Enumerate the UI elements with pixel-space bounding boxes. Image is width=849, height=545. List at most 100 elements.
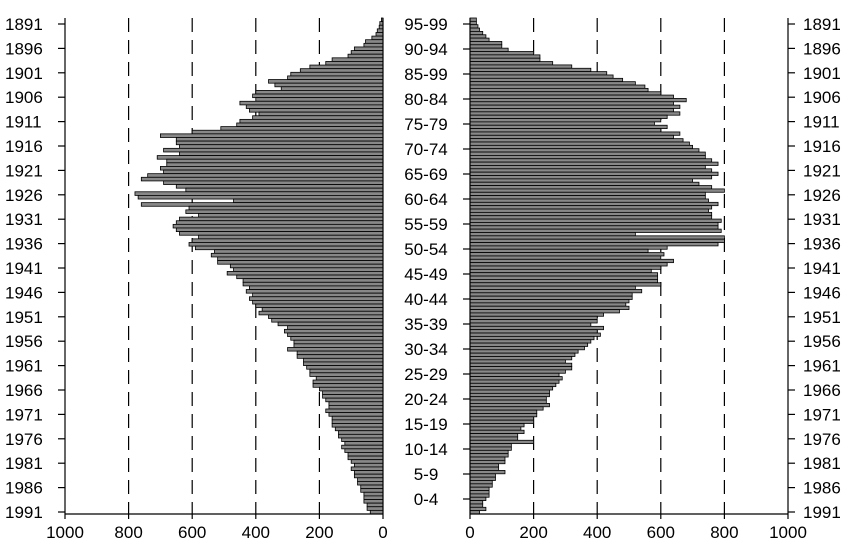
- left-year-label: 1991: [5, 503, 43, 522]
- right-value-axis: 0 200 400 600 800 1000: [465, 18, 807, 542]
- right-year-label: 1896: [803, 39, 841, 58]
- right-bar: [469, 503, 484, 508]
- left-bar: [252, 93, 384, 99]
- right-bar: [469, 265, 662, 270]
- right-bar: [469, 456, 506, 461]
- left-bar: [252, 115, 384, 120]
- right-tick-label: 800: [710, 523, 738, 542]
- right-bar: [469, 366, 573, 371]
- left-bar: [347, 452, 384, 457]
- left-bar: [245, 104, 384, 109]
- right-bar: [469, 195, 706, 200]
- age-group-label: 85-99: [404, 65, 447, 84]
- left-bar: [287, 75, 384, 80]
- left-bar: [134, 191, 384, 196]
- left-bar: [175, 140, 384, 146]
- right-bar: [469, 134, 674, 140]
- left-bar: [233, 267, 384, 272]
- left-bar: [341, 437, 384, 442]
- right-bar: [469, 359, 566, 364]
- age-group-label: 45-49: [404, 265, 447, 284]
- left-bar: [159, 133, 384, 138]
- left-bars: [134, 17, 384, 515]
- left-tick-label: 0: [378, 523, 387, 542]
- right-bar: [469, 459, 506, 465]
- right-bar: [469, 211, 713, 217]
- right-bar: [469, 168, 713, 173]
- right-bar: [469, 215, 713, 220]
- left-bar: [194, 245, 384, 251]
- left-bar: [166, 162, 384, 167]
- right-bar: [469, 315, 598, 321]
- right-year-label: 1941: [803, 259, 841, 278]
- right-bar: [469, 282, 662, 287]
- left-bar: [140, 202, 384, 207]
- left-bar: [252, 299, 384, 305]
- left-bar: [261, 307, 384, 312]
- left-bar: [322, 390, 384, 395]
- right-bar: [469, 165, 706, 170]
- right-bar: [469, 248, 649, 253]
- right-bar: [469, 188, 725, 193]
- age-group-label: 5-9: [414, 465, 439, 484]
- right-bar: [469, 245, 668, 250]
- left-bar: [220, 126, 384, 131]
- left-bar: [315, 376, 384, 381]
- left-bar: [350, 459, 384, 464]
- right-year-label: 1946: [803, 283, 841, 302]
- right-bar: [469, 449, 509, 455]
- left-bar: [290, 71, 384, 77]
- left-bar: [249, 296, 384, 301]
- right-bar: [469, 466, 500, 471]
- left-bar: [179, 216, 384, 222]
- left-bar: [268, 314, 384, 319]
- left-bar: [236, 274, 384, 280]
- left-bar: [175, 184, 384, 189]
- left-tick-label: 200: [305, 523, 333, 542]
- left-year-label: 1906: [5, 88, 43, 107]
- left-bar: [242, 278, 384, 283]
- left-bar: [172, 223, 384, 229]
- left-bar: [226, 271, 384, 276]
- left-bar: [350, 50, 384, 55]
- right-bar: [469, 118, 662, 123]
- right-bar: [469, 258, 674, 264]
- left-bar: [331, 57, 384, 62]
- right-year-label: 1916: [803, 137, 841, 156]
- left-bar: [191, 129, 384, 135]
- right-bar: [469, 319, 598, 324]
- right-bar: [469, 372, 560, 377]
- left-bar: [245, 289, 384, 294]
- right-bar: [469, 98, 687, 103]
- age-group-label: 55-59: [404, 215, 447, 234]
- right-bar: [469, 463, 500, 468]
- right-bar: [469, 329, 598, 334]
- right-bar: [469, 289, 643, 294]
- right-bar: [469, 302, 627, 307]
- right-bar: [469, 34, 487, 39]
- age-group-label: 15-19: [404, 415, 447, 434]
- right-bar: [469, 349, 579, 354]
- right-bar: [469, 235, 725, 240]
- left-bar: [312, 379, 384, 385]
- left-bar: [166, 158, 384, 164]
- right-bar: [469, 268, 652, 274]
- right-bar: [469, 346, 585, 351]
- age-group-label: 80-84: [404, 90, 447, 109]
- left-tick-label: 600: [178, 523, 206, 542]
- age-group-label: 30-34: [404, 340, 447, 359]
- right-year-label: 1901: [803, 64, 841, 83]
- left-bar: [233, 198, 384, 204]
- right-bar: [469, 158, 713, 163]
- left-year-label: 1986: [5, 479, 43, 498]
- right-bar: [469, 44, 503, 49]
- right-bar: [469, 396, 547, 401]
- right-year-label: 1951: [803, 308, 841, 327]
- right-year-label: 1906: [803, 88, 841, 107]
- left-bar: [299, 68, 384, 73]
- right-bar: [469, 171, 719, 176]
- right-bar: [469, 94, 674, 99]
- right-tick-label: 400: [583, 523, 611, 542]
- right-bar: [469, 322, 592, 327]
